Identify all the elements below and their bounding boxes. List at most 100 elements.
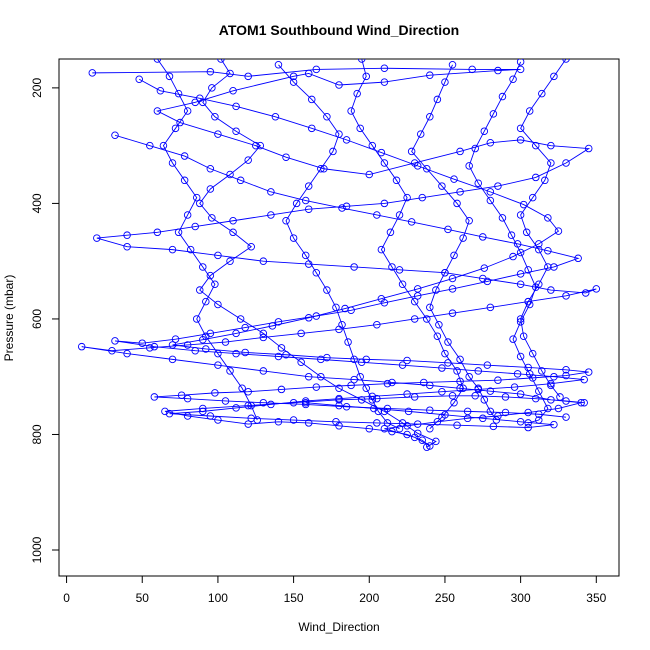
data-series: [516, 59, 570, 401]
data-point: [93, 234, 101, 242]
y-axis-label: Pressure (mbar): [2, 275, 16, 362]
data-point: [525, 107, 534, 115]
data-point: [562, 371, 570, 380]
data-point: [156, 87, 165, 95]
data-point: [356, 372, 364, 381]
data-point: [259, 329, 268, 338]
data-point: [547, 286, 555, 294]
data-point: [301, 196, 310, 205]
data-point: [304, 314, 313, 322]
series-line: [199, 59, 437, 448]
data-point: [199, 98, 207, 107]
data-point: [206, 67, 215, 76]
data-point: [438, 364, 446, 372]
data-point: [516, 352, 525, 361]
data-point: [554, 404, 563, 413]
data-point: [301, 400, 310, 409]
data-point: [416, 130, 425, 138]
data-point: [373, 419, 381, 427]
data-point: [301, 251, 310, 260]
data-point: [509, 75, 517, 83]
data-point: [111, 337, 119, 345]
data-point: [226, 170, 234, 179]
data-point: [383, 419, 392, 427]
data-point: [532, 173, 540, 182]
data-point: [304, 182, 313, 190]
data-point: [541, 176, 549, 185]
data-point: [171, 124, 180, 133]
data-point: [206, 165, 215, 173]
data-point: [388, 378, 396, 387]
data-point: [581, 289, 590, 297]
data-point: [196, 286, 204, 294]
data-point: [413, 429, 422, 438]
data-point: [435, 320, 443, 329]
data-point: [525, 370, 534, 378]
data-point: [410, 315, 419, 323]
data-point: [528, 193, 537, 202]
data-point: [380, 159, 389, 167]
data-point: [244, 72, 252, 81]
y-tick-label: 1000: [30, 536, 44, 563]
data-point: [196, 199, 204, 208]
data-point: [317, 372, 325, 381]
data-point: [373, 394, 381, 403]
data-point: [432, 286, 440, 294]
data-point: [256, 141, 265, 150]
data-point: [516, 280, 525, 289]
data-point: [168, 341, 177, 349]
data-point: [171, 335, 180, 343]
x-tick-label: 300: [511, 591, 531, 605]
data-point: [208, 214, 216, 222]
data-point: [562, 159, 570, 167]
series-line: [81, 67, 597, 447]
data-point: [516, 315, 525, 323]
data-point: [252, 141, 260, 150]
data-point: [433, 95, 442, 104]
data-point: [538, 89, 546, 98]
data-point: [453, 421, 461, 429]
data-point: [423, 165, 431, 173]
data-point: [146, 141, 154, 150]
data-series: [274, 61, 404, 433]
data-point: [486, 303, 495, 312]
data-point: [244, 420, 252, 428]
data-point: [229, 228, 237, 237]
data-point: [486, 387, 495, 395]
data-point: [214, 300, 222, 309]
data-point: [509, 335, 517, 343]
data-point: [183, 107, 192, 115]
data-point: [456, 377, 464, 386]
data-point: [418, 436, 426, 445]
data-point: [407, 147, 416, 156]
data-point: [329, 147, 337, 156]
x-tick-label: 350: [586, 591, 606, 605]
data-point: [335, 81, 343, 89]
chart-title: ATOM1 Southbound Wind_Direction: [219, 22, 459, 38]
data-point: [323, 113, 331, 121]
data-point: [403, 356, 411, 365]
data-point: [332, 418, 340, 426]
data-point: [206, 271, 215, 280]
plot-frame: [58, 58, 620, 577]
data-point: [494, 182, 502, 190]
data-point: [471, 392, 479, 400]
data-point: [180, 152, 189, 160]
data-point: [426, 406, 434, 414]
data-point: [168, 245, 177, 254]
data-point: [544, 404, 552, 413]
data-point: [377, 148, 386, 157]
data-point: [238, 384, 246, 393]
data-point: [221, 338, 230, 346]
series-line: [350, 59, 464, 430]
data-point: [471, 144, 479, 153]
data-point: [304, 372, 313, 381]
data-point: [544, 214, 552, 222]
data-point: [547, 159, 555, 167]
data-point: [486, 196, 495, 205]
data-point: [403, 193, 411, 202]
data-point: [304, 419, 313, 427]
data-point: [304, 69, 313, 78]
data-point: [498, 214, 507, 222]
data-point: [377, 245, 386, 254]
